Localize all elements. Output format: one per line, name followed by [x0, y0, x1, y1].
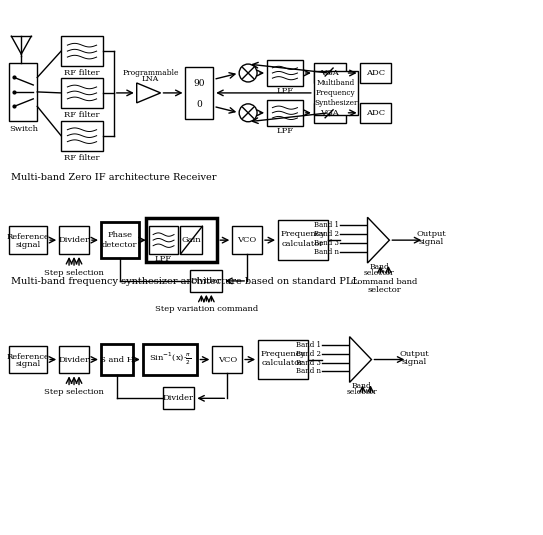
Polygon shape: [350, 337, 371, 383]
Bar: [180, 226, 203, 254]
Text: calculator: calculator: [282, 240, 324, 248]
Text: VCO: VCO: [237, 236, 257, 244]
Text: Multiband: Multiband: [317, 79, 355, 87]
Text: Band 2: Band 2: [314, 230, 339, 238]
Text: Band 1: Band 1: [296, 341, 321, 349]
Bar: [149, 226, 179, 254]
Bar: [232, 226, 262, 254]
Text: Multi-band frequency synthesizer architecture based on standard PLL: Multi-band frequency synthesizer archite…: [11, 278, 359, 286]
Text: calculator: calculator: [262, 360, 304, 368]
Text: Step variation command: Step variation command: [155, 305, 258, 313]
Text: Band 3: Band 3: [296, 358, 321, 366]
Text: detector: detector: [102, 241, 137, 249]
Polygon shape: [368, 217, 389, 263]
Text: Divider: Divider: [59, 236, 90, 244]
Text: Band: Band: [369, 263, 389, 271]
Text: RF filter: RF filter: [64, 69, 100, 77]
Bar: [101, 222, 138, 258]
Text: LPF: LPF: [155, 255, 172, 263]
Text: Frequency: Frequency: [261, 349, 306, 357]
Text: selector: selector: [364, 269, 395, 277]
Text: Band n: Band n: [296, 368, 321, 376]
Bar: [101, 343, 132, 376]
Bar: [146, 218, 217, 262]
Bar: [186, 67, 213, 119]
Text: Step selection: Step selection: [44, 269, 104, 277]
Text: LPF: LPF: [276, 87, 294, 95]
Text: VGA: VGA: [320, 109, 339, 117]
Text: selector: selector: [346, 388, 377, 396]
Text: Output: Output: [416, 230, 446, 238]
Text: signal: signal: [16, 361, 41, 369]
Text: Multi-band Zero IF architecture Receiver: Multi-band Zero IF architecture Receiver: [11, 173, 217, 182]
Bar: [267, 60, 303, 86]
Text: signal: signal: [419, 238, 444, 246]
Bar: [9, 63, 37, 121]
Bar: [258, 340, 308, 379]
Bar: [212, 346, 242, 373]
Text: Divider: Divider: [59, 356, 90, 363]
Text: Band 1: Band 1: [314, 221, 339, 229]
Text: selector: selector: [368, 286, 401, 294]
Text: Phase: Phase: [108, 231, 132, 239]
Text: LPF: LPF: [276, 127, 294, 135]
Bar: [314, 103, 345, 123]
Text: Gain: Gain: [181, 236, 201, 244]
Text: Divider: Divider: [163, 394, 194, 402]
Bar: [267, 100, 303, 126]
Text: RF filter: RF filter: [64, 154, 100, 162]
Bar: [59, 226, 89, 254]
Bar: [9, 346, 47, 373]
Text: Band n: Band n: [314, 248, 339, 256]
Bar: [59, 346, 89, 373]
Text: LNA: LNA: [142, 75, 159, 83]
Text: Sin$^{-1}$(x)-$\frac{\pi}{2}$: Sin$^{-1}$(x)-$\frac{\pi}{2}$: [149, 350, 191, 366]
Bar: [61, 36, 103, 66]
Text: Reference: Reference: [7, 353, 50, 361]
Bar: [359, 63, 392, 83]
Text: Output: Output: [400, 349, 429, 357]
Text: signal: signal: [402, 357, 427, 365]
Text: RF filter: RF filter: [64, 111, 100, 119]
Bar: [359, 103, 392, 123]
Text: Switch: Switch: [9, 125, 38, 133]
Text: ADC: ADC: [366, 69, 385, 77]
Text: Step selection: Step selection: [44, 388, 104, 396]
Text: Reference: Reference: [7, 233, 50, 241]
Bar: [143, 343, 198, 376]
Bar: [314, 71, 357, 115]
Bar: [278, 220, 328, 260]
Text: Band 2: Band 2: [296, 349, 321, 357]
Text: Divider: Divider: [191, 277, 222, 285]
Polygon shape: [137, 83, 161, 103]
Text: Frequency: Frequency: [280, 230, 325, 238]
Text: Band: Band: [352, 383, 371, 391]
Text: ADC: ADC: [366, 109, 385, 117]
Text: Programmable: Programmable: [122, 69, 179, 77]
Bar: [9, 226, 47, 254]
Text: 90: 90: [194, 79, 205, 88]
Text: VGA: VGA: [320, 69, 339, 77]
Text: Band 3: Band 3: [314, 239, 339, 247]
Bar: [191, 270, 222, 292]
Text: signal: signal: [16, 241, 41, 249]
Text: S and H: S and H: [100, 356, 134, 363]
Bar: [314, 63, 345, 83]
Text: Frequency: Frequency: [316, 89, 356, 97]
Bar: [61, 121, 103, 151]
Bar: [61, 78, 103, 108]
Text: Command band: Command band: [351, 278, 418, 286]
Text: 0: 0: [197, 100, 202, 109]
Bar: [162, 387, 194, 409]
Text: VCO: VCO: [218, 356, 237, 363]
Text: Synthesizer: Synthesizer: [314, 98, 357, 106]
